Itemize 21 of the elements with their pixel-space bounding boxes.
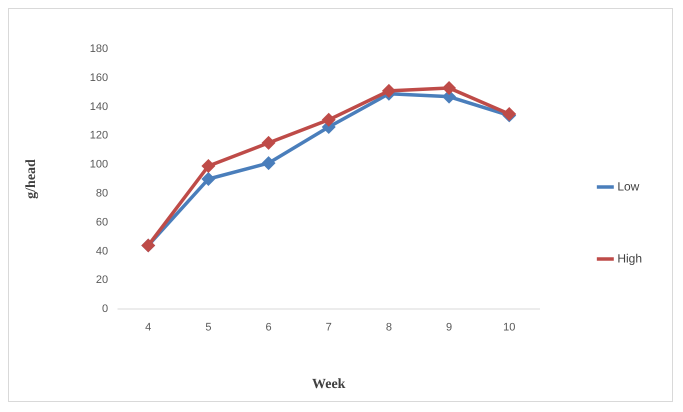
y-tick-label: 60: [96, 216, 108, 228]
y-tick-label: 40: [96, 245, 108, 258]
y-tick-label: 20: [96, 274, 108, 286]
y-tick-label: 100: [90, 158, 108, 171]
x-tick-label: 4: [145, 322, 152, 334]
x-tick-label: 5: [205, 322, 212, 334]
y-tick-label: 0: [102, 303, 108, 316]
y-tick-label: 160: [90, 72, 108, 84]
x-tick-label: 8: [386, 322, 392, 334]
y-tick-label: 120: [90, 130, 108, 142]
x-axis-title: Week: [312, 377, 346, 392]
x-tick-label: 9: [446, 322, 452, 334]
legend-label: Low: [617, 179, 640, 194]
x-tick-label: 10: [503, 322, 516, 334]
y-tick-label: 180: [90, 43, 108, 56]
x-tick-label: 7: [326, 322, 332, 334]
y-axis-title: g/head: [24, 158, 40, 199]
x-tick-label: 6: [266, 322, 272, 334]
y-tick-label: 80: [96, 187, 108, 200]
y-tick-label: 140: [90, 100, 108, 113]
legend-label: High: [617, 251, 642, 266]
